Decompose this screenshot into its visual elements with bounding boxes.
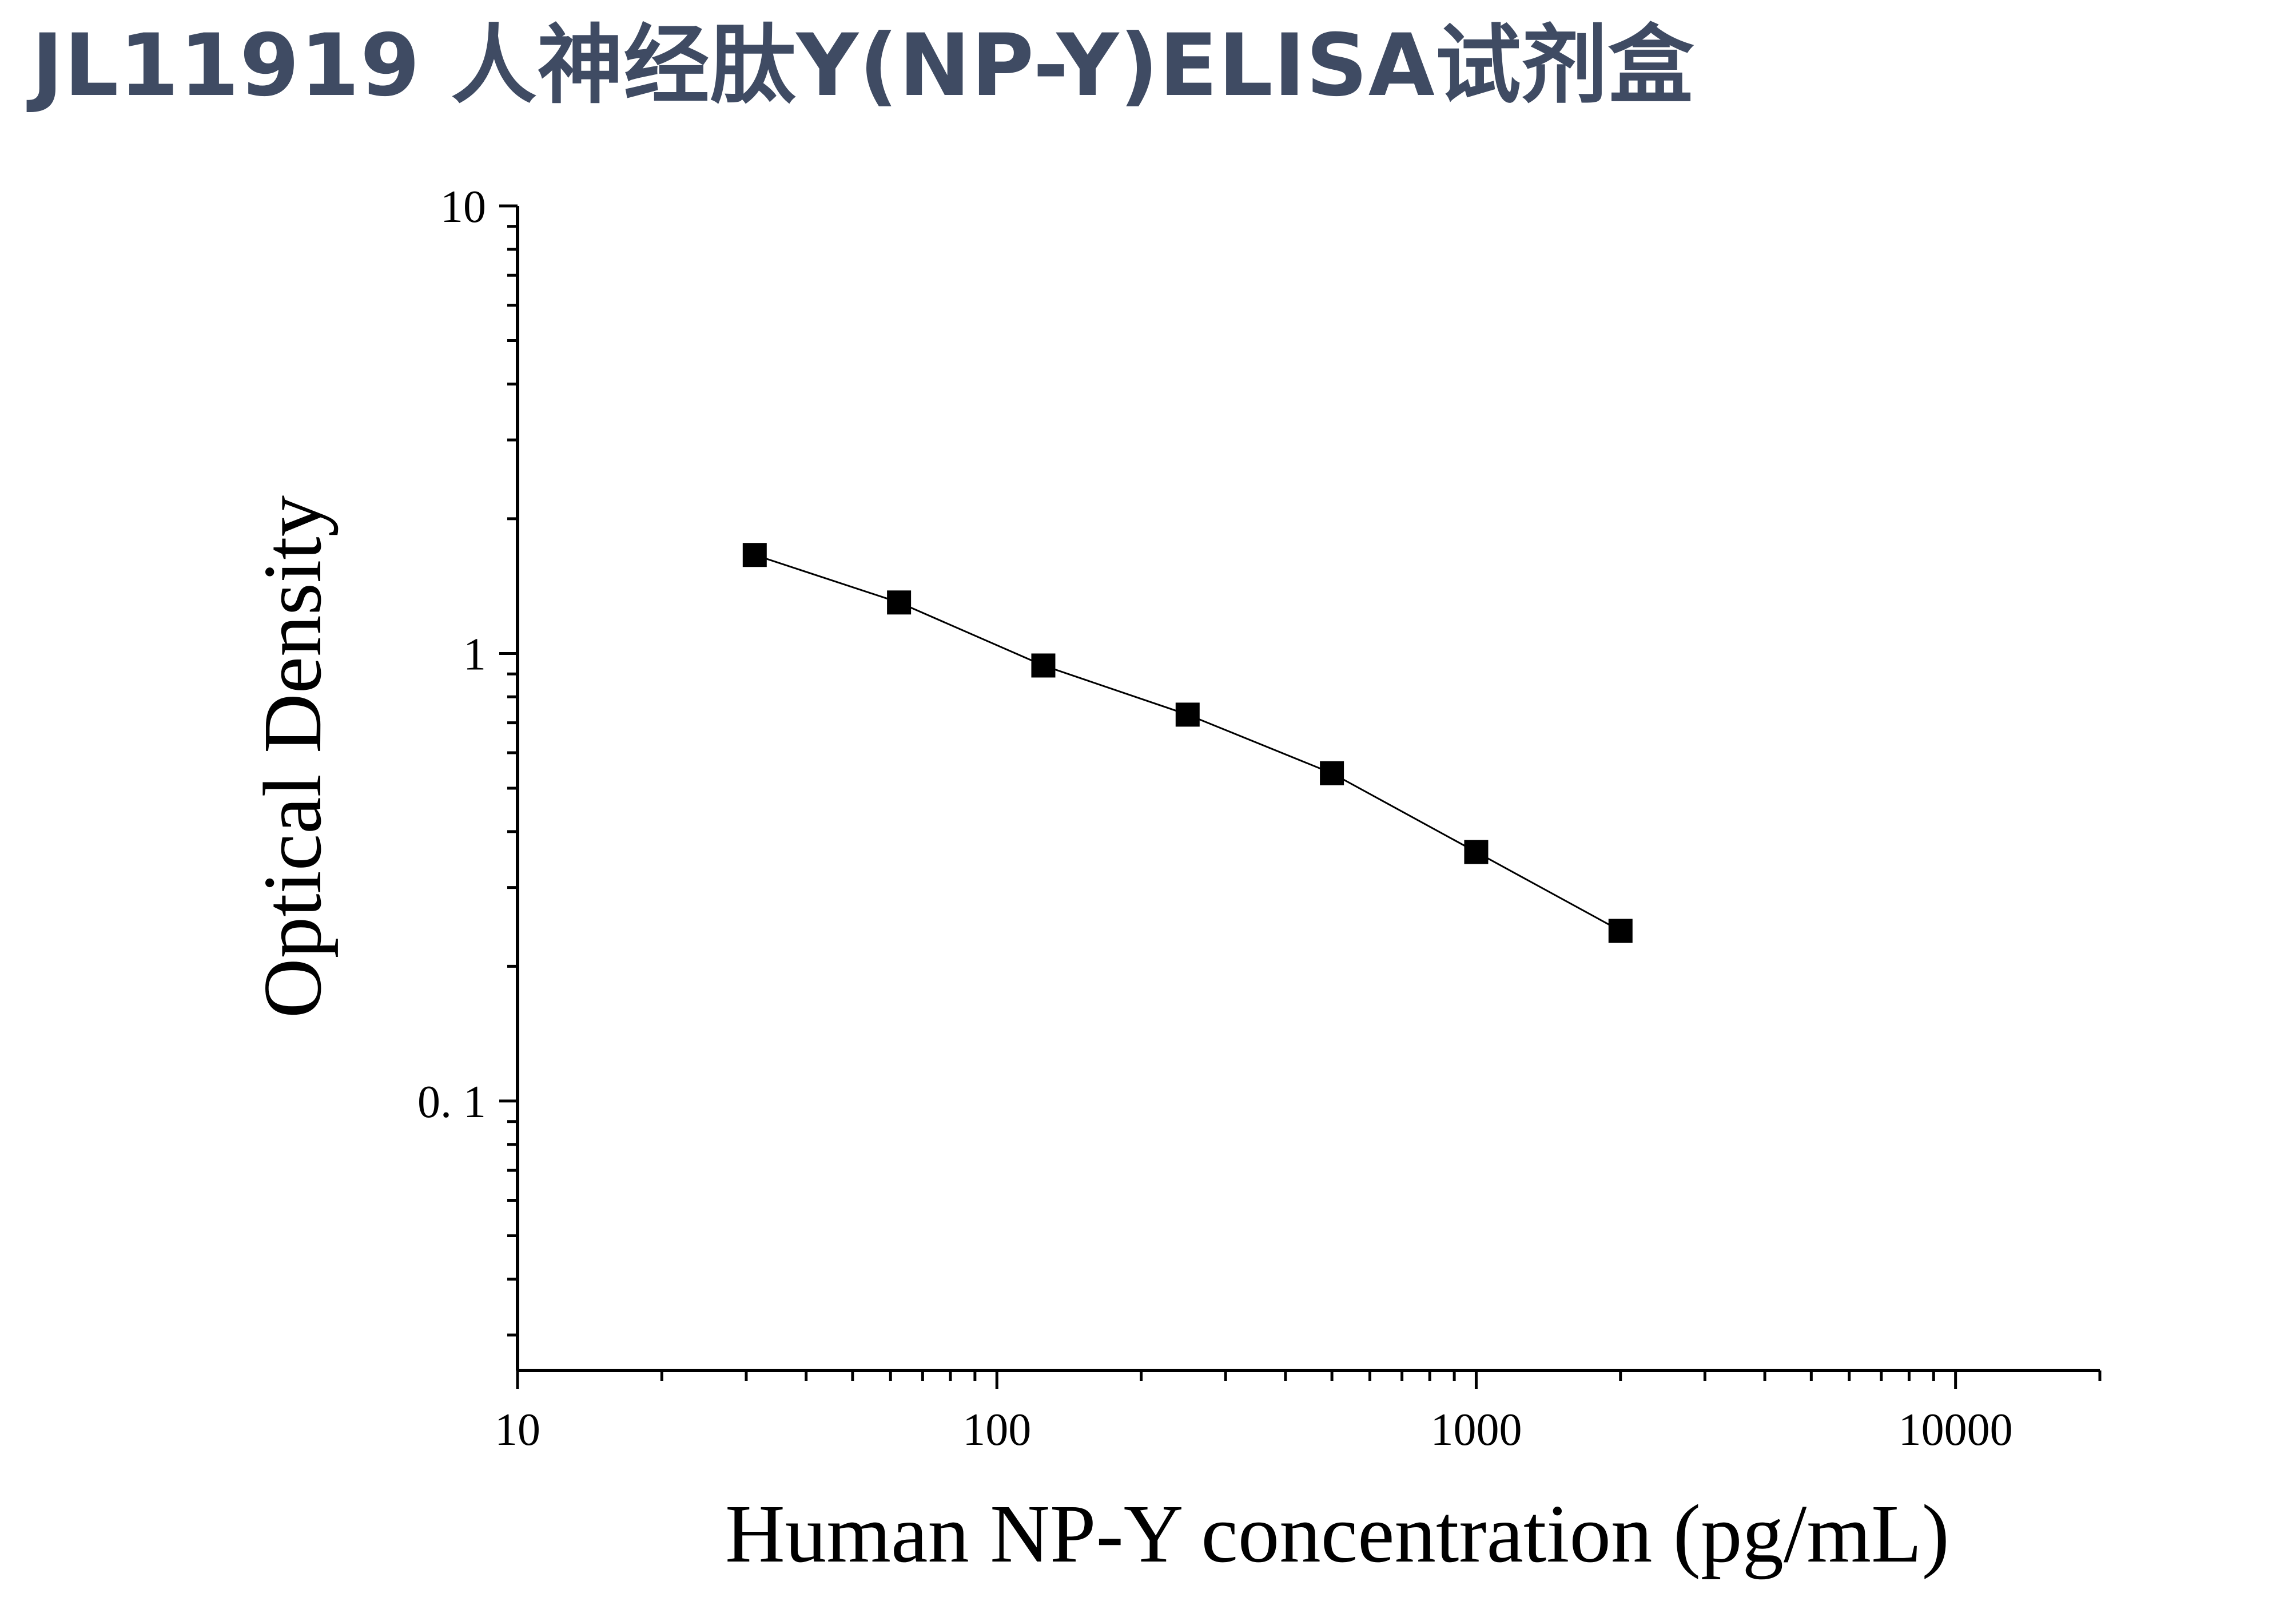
fit-curve-line [754, 554, 1621, 932]
x-axis-title: Human NP-Y concentration (pg/mL) [725, 1488, 1949, 1580]
y-tick-label: 1 [463, 629, 486, 680]
axes: 10 100 1000 10000 10 1 0. 1 [417, 182, 2102, 1455]
data-point-marker [742, 543, 767, 567]
data-point-marker [1464, 840, 1489, 864]
x-tick-label: 10000 [1899, 1405, 2013, 1455]
x-tick-label: 1000 [1430, 1405, 1522, 1455]
x-tick-label: 100 [962, 1405, 1031, 1455]
data-point-marker [1608, 919, 1633, 943]
data-point-marker [887, 590, 912, 615]
x-tick-label: 10 [495, 1405, 540, 1455]
data-point-marker [1175, 702, 1200, 727]
y-tick-label: 0. 1 [417, 1077, 486, 1127]
fit-curve [754, 554, 1621, 932]
data-points [742, 543, 1633, 943]
y-axis-title: Optical Density [247, 495, 339, 1018]
data-point-marker [1320, 761, 1344, 785]
y-tick-label: 10 [440, 182, 486, 232]
page-title: JL11919 人神经肽Y(NP-Y)ELISA试剂盒 [31, 16, 1694, 116]
data-point-marker [1031, 653, 1056, 678]
